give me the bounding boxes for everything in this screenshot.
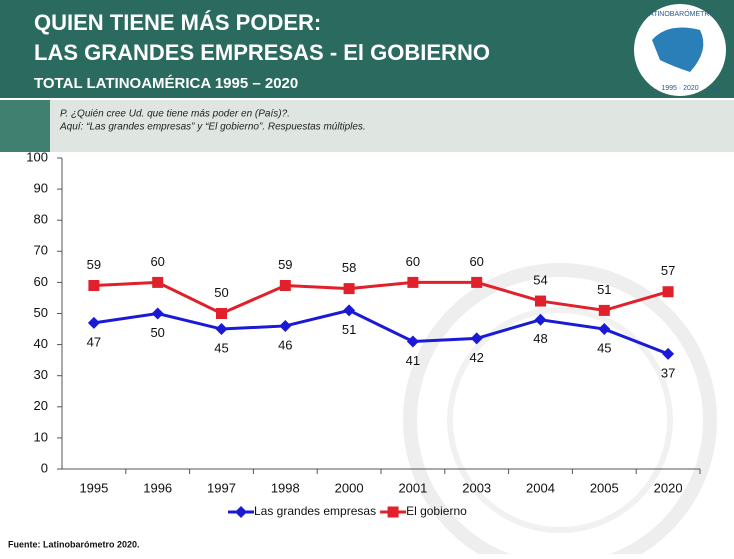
marker [88, 280, 99, 291]
x-tick-label: 1998 [271, 480, 300, 495]
logo-years: 1995 · 2020 [661, 85, 698, 92]
question: Aquí: “Las grandes empresas” y “El gobie… [59, 122, 366, 133]
marker [343, 304, 355, 316]
y-tick-label: 90 [34, 181, 48, 196]
logo-mark: MR [712, 87, 720, 93]
value-label: 51 [342, 322, 356, 337]
series-line [94, 282, 668, 313]
y-tick-label: 30 [34, 367, 48, 382]
title-line: LAS GRANDES EMPRESAS - El GOBIERNO [34, 40, 490, 65]
series-line [94, 310, 668, 354]
marker [662, 348, 674, 360]
value-label: 50 [150, 325, 164, 340]
value-label: 48 [533, 331, 547, 346]
y-tick-label: 60 [34, 274, 48, 289]
x-tick-label: 2004 [526, 480, 555, 495]
value-label: 51 [597, 282, 611, 297]
marker [407, 335, 419, 347]
marker [535, 296, 546, 307]
y-tick-label: 80 [34, 212, 48, 227]
value-label: 59 [87, 257, 101, 272]
value-label: 50 [214, 285, 228, 300]
marker [216, 308, 227, 319]
value-label: 59 [278, 257, 292, 272]
marker [407, 277, 418, 288]
x-tick-label: 2001 [398, 480, 427, 495]
marker [216, 323, 228, 335]
title-line: QUIEN TIENE MÁS PODER: [34, 10, 321, 35]
slide: QUIEN TIENE MÁS PODER: LAS GRANDES EMPRE… [0, 0, 734, 554]
value-label: 42 [469, 350, 483, 365]
x-tick-label: 2005 [590, 480, 619, 495]
y-tick-label: 20 [34, 398, 48, 413]
marker [599, 305, 610, 316]
value-label: 57 [661, 263, 675, 278]
x-tick-label: 1995 [79, 480, 108, 495]
marker [280, 280, 291, 291]
source: Fuente: Latinobarómetro 2020. [8, 539, 140, 549]
marker [152, 277, 163, 288]
value-label: 60 [469, 254, 483, 269]
marker [88, 317, 100, 329]
marker [344, 283, 355, 294]
value-label: 60 [406, 254, 420, 269]
legend-label: Las grandes empresas [254, 504, 376, 518]
question-square [0, 100, 50, 152]
y-tick-label: 40 [34, 336, 48, 351]
y-tick-label: 10 [34, 429, 48, 444]
y-tick-label: 0 [41, 460, 48, 475]
value-label: 60 [150, 254, 164, 269]
logo: LATINOBARÓMETRO 1995 · 2020 MR [634, 4, 726, 96]
marker [152, 308, 164, 320]
value-label: 54 [533, 272, 547, 287]
value-label: 37 [661, 365, 675, 380]
value-label: 46 [278, 337, 292, 352]
x-tick-label: 2000 [335, 480, 364, 495]
legend-label: El gobierno [406, 504, 467, 518]
marker [663, 286, 674, 297]
value-label: 45 [597, 340, 611, 355]
y-tick-label: 50 [34, 305, 48, 320]
value-label: 47 [87, 334, 101, 349]
x-tick-label: 1997 [207, 480, 236, 495]
marker [279, 320, 291, 332]
value-label: 41 [406, 353, 420, 368]
value-label: 58 [342, 260, 356, 275]
y-tick-label: 70 [34, 243, 48, 258]
x-tick-label: 2003 [462, 480, 491, 495]
marker [598, 323, 610, 335]
marker [471, 277, 482, 288]
logo-name: LATINOBARÓMETRO [645, 9, 715, 18]
question: P. ¿Quién cree Ud. que tiene más poder e… [60, 109, 290, 120]
value-label: 45 [214, 340, 228, 355]
x-tick-label: 2020 [654, 480, 683, 495]
x-tick-label: 1996 [143, 480, 172, 495]
legend-marker [235, 506, 247, 518]
subtitle: TOTAL LATINOAMÉRICA 1995 – 2020 [34, 75, 298, 92]
legend-marker [388, 507, 399, 518]
y-tick-label: 100 [26, 149, 48, 164]
